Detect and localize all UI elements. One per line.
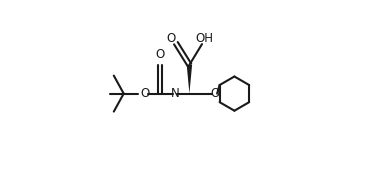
Polygon shape <box>187 65 192 94</box>
Text: O: O <box>167 32 176 45</box>
Text: O: O <box>210 87 219 100</box>
Text: O: O <box>155 48 164 60</box>
Text: O: O <box>141 87 150 100</box>
Text: N: N <box>171 87 179 100</box>
Text: OH: OH <box>195 32 213 45</box>
